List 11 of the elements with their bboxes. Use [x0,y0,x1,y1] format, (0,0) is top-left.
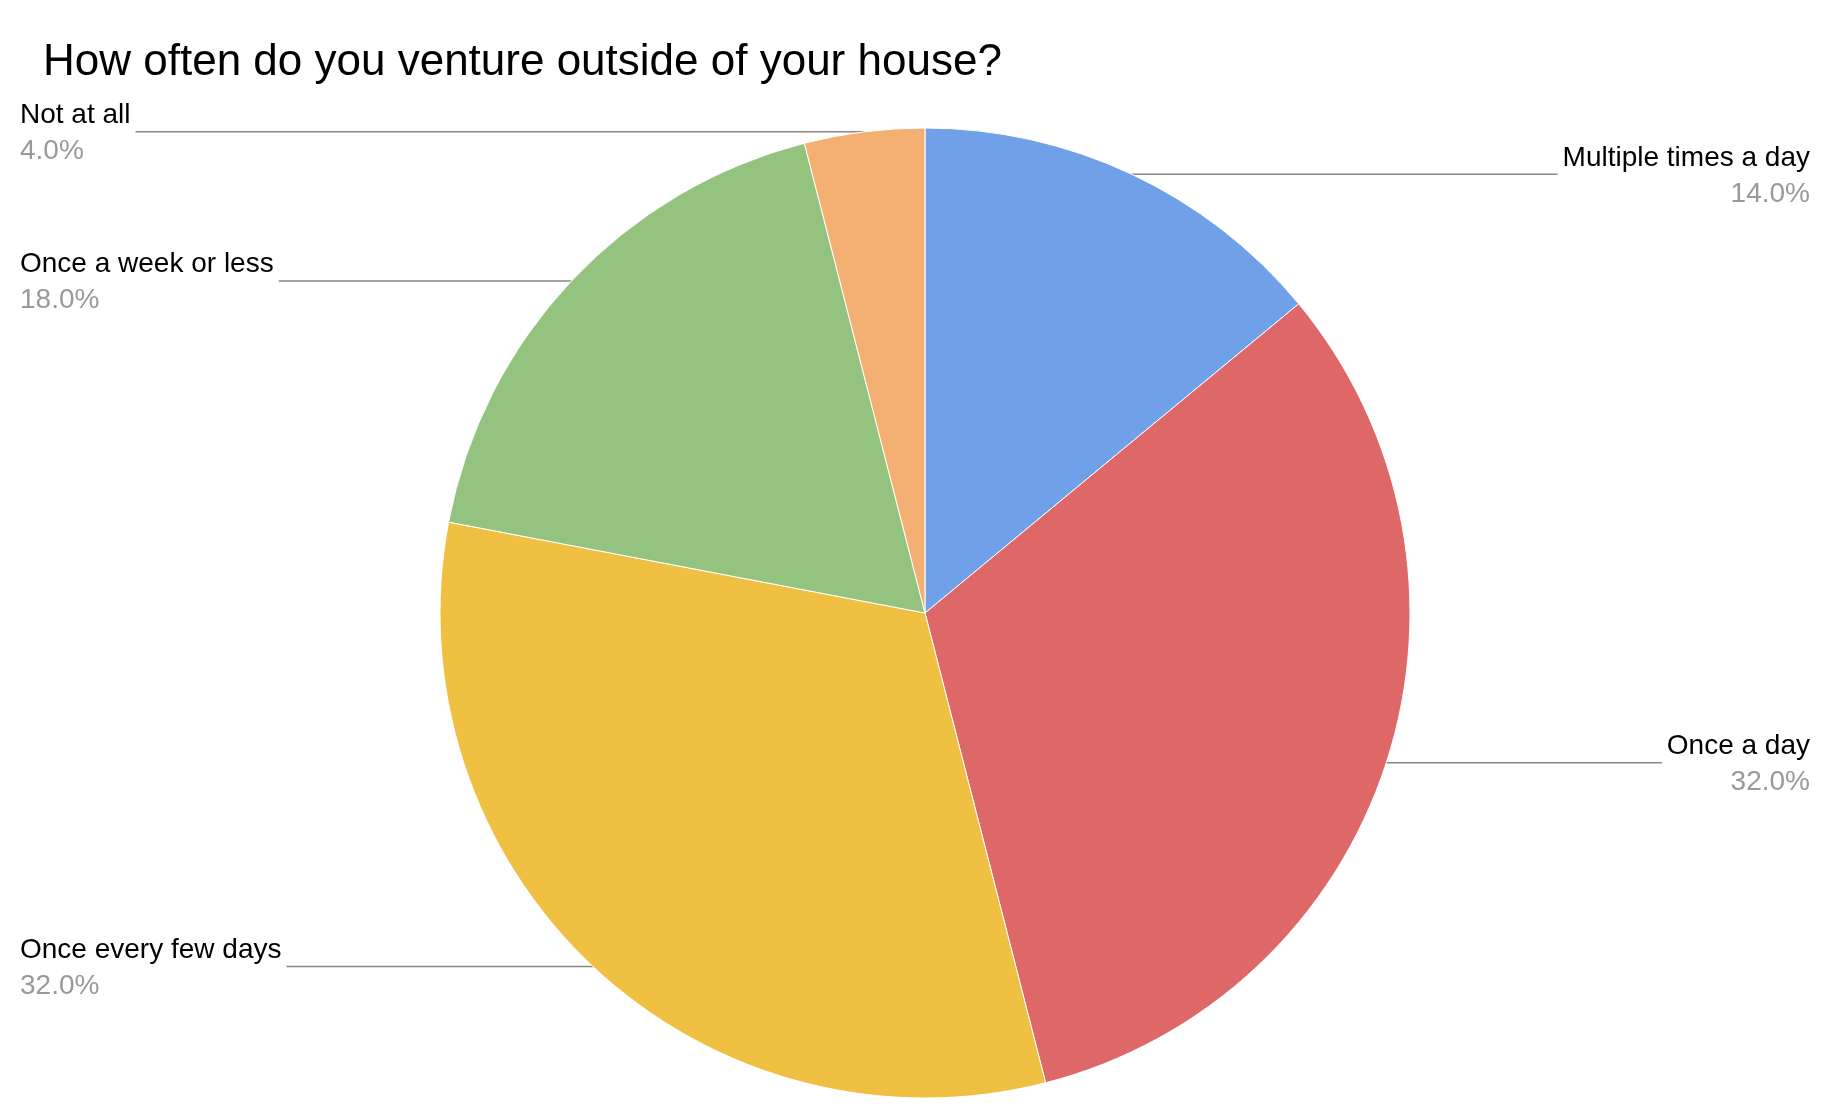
slice-label: Once every few days [20,933,282,965]
data-label: 18.0% [20,283,100,315]
data-label: 32.0% [20,969,100,1001]
data-label: 14.0% [1730,176,1810,208]
slice-label: Once a week or less [20,247,274,279]
data-label: 32.0% [1730,765,1810,797]
slice-label: Not at all [20,98,131,130]
chart-title: How often do you venture outside of your house? [43,34,1002,84]
slice-label: Once a day [1666,729,1810,761]
slice-label: Multiple times a day [1562,140,1810,172]
data-label: 4.0% [20,134,84,166]
